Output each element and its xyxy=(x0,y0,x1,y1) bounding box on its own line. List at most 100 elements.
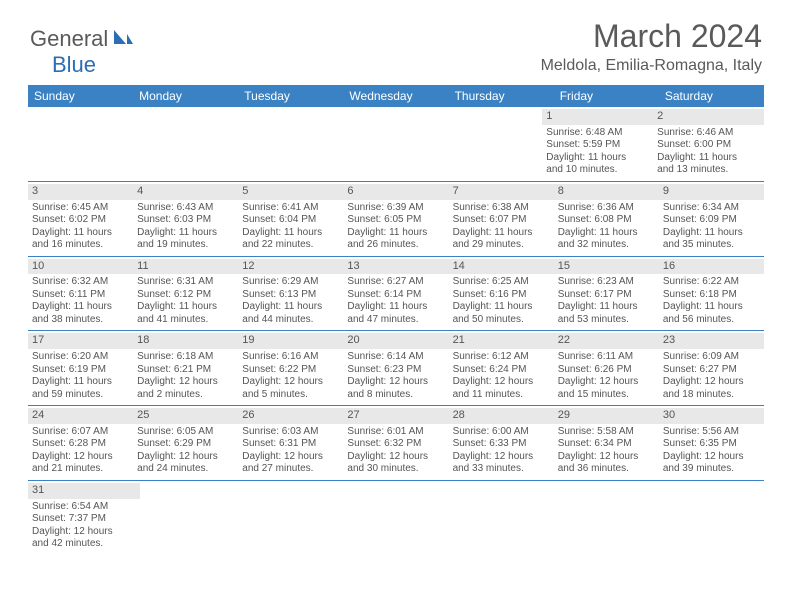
empty-cell xyxy=(28,107,131,181)
day-number: 31 xyxy=(28,483,140,499)
day-line-day1: Daylight: 12 hours xyxy=(242,376,339,389)
empty-cell xyxy=(439,107,542,181)
day-number: 6 xyxy=(343,184,448,200)
empty-cell xyxy=(131,107,234,181)
sail-icon xyxy=(112,28,134,51)
day-details: Sunrise: 6:41 AMSunset: 6:04 PMDaylight:… xyxy=(242,202,339,252)
day-line-day2: and 11 minutes. xyxy=(453,389,550,402)
day-line-sunrise: Sunrise: 6:14 AM xyxy=(347,351,444,364)
day-line-sunset: Sunset: 6:07 PM xyxy=(453,214,550,227)
day-cell: 5Sunrise: 6:41 AMSunset: 6:04 PMDaylight… xyxy=(238,182,343,256)
day-cell: 16Sunrise: 6:22 AMSunset: 6:18 PMDayligh… xyxy=(659,257,764,331)
dow-wednesday: Wednesday xyxy=(343,85,448,107)
week-row: 31Sunrise: 6:54 AMSunset: 7:37 PMDayligh… xyxy=(28,481,764,555)
day-line-sunrise: Sunrise: 6:07 AM xyxy=(32,426,129,439)
day-cell: 20Sunrise: 6:14 AMSunset: 6:23 PMDayligh… xyxy=(343,331,448,405)
weeks-container: 1Sunrise: 6:48 AMSunset: 5:59 PMDaylight… xyxy=(28,107,764,555)
day-line-sunrise: Sunrise: 6:12 AM xyxy=(453,351,550,364)
day-line-day2: and 36 minutes. xyxy=(558,463,655,476)
day-details: Sunrise: 6:18 AMSunset: 6:21 PMDaylight:… xyxy=(137,351,234,401)
day-details: Sunrise: 6:39 AMSunset: 6:05 PMDaylight:… xyxy=(347,202,444,252)
day-line-sunset: Sunset: 6:29 PM xyxy=(137,438,234,451)
day-number: 8 xyxy=(554,184,659,200)
dow-row: Sunday Monday Tuesday Wednesday Thursday… xyxy=(28,85,764,107)
day-line-day1: Daylight: 11 hours xyxy=(32,301,129,314)
day-line-sunset: Sunset: 6:17 PM xyxy=(558,289,655,302)
day-details: Sunrise: 6:25 AMSunset: 6:16 PMDaylight:… xyxy=(453,276,550,326)
day-cell: 18 Sunrise: 6:18 AMSunset: 6:21 PMDayligh… xyxy=(133,331,238,405)
day-line-sunset: Sunset: 6:33 PM xyxy=(453,438,550,451)
day-number: 13 xyxy=(343,259,448,275)
day-line-day2: and 59 minutes. xyxy=(32,389,129,402)
day-line-day2: and 30 minutes. xyxy=(347,463,444,476)
day-number: 2 xyxy=(653,109,764,125)
day-line-day1: Daylight: 12 hours xyxy=(453,451,550,464)
day-line-day1: Daylight: 11 hours xyxy=(453,227,550,240)
week-row: 1Sunrise: 6:48 AMSunset: 5:59 PMDaylight… xyxy=(28,107,764,182)
day-line-sunset: Sunset: 6:24 PM xyxy=(453,364,550,377)
day-line-sunrise: Sunrise: 6:29 AM xyxy=(242,276,339,289)
day-cell: 24Sunrise: 6:07 AMSunset: 6:28 PMDayligh… xyxy=(28,406,133,480)
day-details: Sunrise: 5:58 AMSunset: 6:34 PMDaylight:… xyxy=(558,426,655,476)
day-number: 11 xyxy=(133,259,238,275)
day-line-sunrise: Sunrise: 5:58 AM xyxy=(558,426,655,439)
day-line-day1: Daylight: 12 hours xyxy=(242,451,339,464)
day-number: 18 xyxy=(133,333,238,349)
day-line-sunrise: Sunrise: 6:09 AM xyxy=(663,351,760,364)
week-row: 24Sunrise: 6:07 AMSunset: 6:28 PMDayligh… xyxy=(28,406,764,481)
day-line-day2: and 27 minutes. xyxy=(242,463,339,476)
day-cell: 25Sunrise: 6:05 AMSunset: 6:29 PMDayligh… xyxy=(133,406,238,480)
day-line-day2: and 38 minutes. xyxy=(32,314,129,327)
day-line-sunrise: Sunrise: 6:18 AM xyxy=(137,351,234,364)
day-details: Sunrise: 6:20 AMSunset: 6:19 PMDaylight:… xyxy=(32,351,129,401)
day-line-sunset: Sunset: 6:21 PM xyxy=(137,364,234,377)
day-details: Sunrise: 6:27 AMSunset: 6:14 PMDaylight:… xyxy=(347,276,444,326)
day-cell: 12Sunrise: 6:29 AMSunset: 6:13 PMDayligh… xyxy=(238,257,343,331)
day-line-sunset: Sunset: 6:22 PM xyxy=(242,364,339,377)
day-line-day1: Daylight: 12 hours xyxy=(32,526,136,539)
day-line-sunrise: Sunrise: 6:46 AM xyxy=(657,127,760,140)
day-line-sunrise: Sunrise: 6:54 AM xyxy=(32,501,136,514)
dow-thursday: Thursday xyxy=(449,85,554,107)
day-line-day2: and 21 minutes. xyxy=(32,463,129,476)
day-line-day2: and 18 minutes. xyxy=(663,389,760,402)
day-cell: 6 Sunrise: 6:39 AMSunset: 6:05 PMDaylight… xyxy=(343,182,448,256)
day-line-day1: Daylight: 11 hours xyxy=(347,227,444,240)
day-line-sunset: Sunset: 6:12 PM xyxy=(137,289,234,302)
day-number: 23 xyxy=(659,333,764,349)
day-line-sunset: Sunset: 6:26 PM xyxy=(558,364,655,377)
day-number: 9 xyxy=(659,184,764,200)
day-line-sunset: Sunset: 6:23 PM xyxy=(347,364,444,377)
day-details: Sunrise: 6:31 AMSunset: 6:12 PMDaylight:… xyxy=(137,276,234,326)
title-block: March 2024 Meldola, Emilia-Romagna, Ital… xyxy=(541,18,762,75)
day-number: 25 xyxy=(133,408,238,424)
day-line-sunset: Sunset: 6:34 PM xyxy=(558,438,655,451)
day-line-sunrise: Sunrise: 6:03 AM xyxy=(242,426,339,439)
day-line-sunset: Sunset: 6:32 PM xyxy=(347,438,444,451)
day-line-day1: Daylight: 12 hours xyxy=(558,376,655,389)
day-line-day2: and 53 minutes. xyxy=(558,314,655,327)
day-cell: 21Sunrise: 6:12 AMSunset: 6:24 PMDayligh… xyxy=(449,331,554,405)
day-line-sunrise: Sunrise: 6:45 AM xyxy=(32,202,129,215)
day-line-day2: and 41 minutes. xyxy=(137,314,234,327)
day-cell: 13Sunrise: 6:27 AMSunset: 6:14 PMDayligh… xyxy=(343,257,448,331)
day-cell: 1Sunrise: 6:48 AMSunset: 5:59 PMDaylight… xyxy=(542,107,653,181)
day-line-sunrise: Sunrise: 5:56 AM xyxy=(663,426,760,439)
day-line-day1: Daylight: 12 hours xyxy=(558,451,655,464)
day-cell: 31Sunrise: 6:54 AMSunset: 7:37 PMDayligh… xyxy=(28,481,140,555)
day-cell: 15Sunrise: 6:23 AMSunset: 6:17 PMDayligh… xyxy=(554,257,659,331)
day-cell: 9Sunrise: 6:34 AMSunset: 6:09 PMDaylight… xyxy=(659,182,764,256)
day-line-day1: Daylight: 11 hours xyxy=(32,376,129,389)
day-cell: 17Sunrise: 6:20 AMSunset: 6:19 PMDayligh… xyxy=(28,331,133,405)
day-line-day1: Daylight: 12 hours xyxy=(347,376,444,389)
day-line-sunset: Sunset: 6:31 PM xyxy=(242,438,339,451)
day-line-sunrise: Sunrise: 6:00 AM xyxy=(453,426,550,439)
day-line-sunrise: Sunrise: 6:16 AM xyxy=(242,351,339,364)
day-line-sunset: Sunset: 6:16 PM xyxy=(453,289,550,302)
day-line-sunset: Sunset: 6:03 PM xyxy=(137,214,234,227)
day-line-sunset: Sunset: 6:19 PM xyxy=(32,364,129,377)
empty-cell xyxy=(244,481,348,555)
day-number: 14 xyxy=(449,259,554,275)
day-line-day1: Daylight: 11 hours xyxy=(558,227,655,240)
day-line-sunrise: Sunrise: 6:32 AM xyxy=(32,276,129,289)
